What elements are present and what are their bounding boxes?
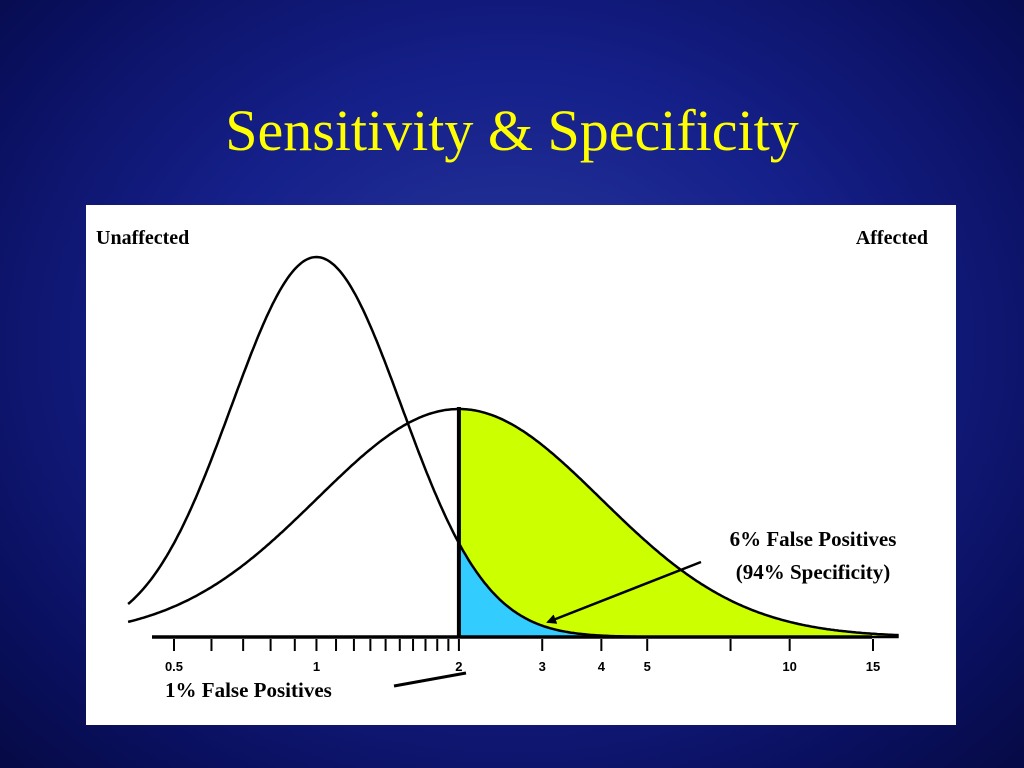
distribution-chart: 0.5 1 2 3 4 5 10 15 Unaffected Affected 6% False… <box>96 227 928 702</box>
slide-title: Sensitivity & Specificity <box>225 98 799 163</box>
label-affected: Affected <box>856 227 928 249</box>
x-tick-label: 15 <box>866 659 880 674</box>
annotation-6pct-line2: (94% Specificity) <box>736 560 891 584</box>
annotation-6pct-line1: 6% False Positives <box>730 527 897 551</box>
label-unaffected: Unaffected <box>96 227 189 249</box>
curve-affected <box>127 407 899 637</box>
x-tick-label: 0.5 <box>165 659 183 674</box>
pointer-1pct <box>393 671 467 688</box>
unaffected-tail-area <box>458 543 899 637</box>
annotation-1pct: 1% False Positives <box>165 678 332 702</box>
x-tick-label: 3 <box>539 659 546 674</box>
chart-panel: 0.5 1 2 3 4 5 10 15 Unaffected Affected 6% False… <box>86 205 956 725</box>
x-tick-label: 2 <box>455 659 462 674</box>
x-tick-label: 1 <box>313 659 320 674</box>
x-tick-label: 10 <box>782 659 796 674</box>
affected-tail-area <box>458 409 899 637</box>
x-tick-label: 5 <box>644 659 651 674</box>
arrow-6pct <box>546 560 702 624</box>
x-tick-label: 4 <box>598 659 606 674</box>
